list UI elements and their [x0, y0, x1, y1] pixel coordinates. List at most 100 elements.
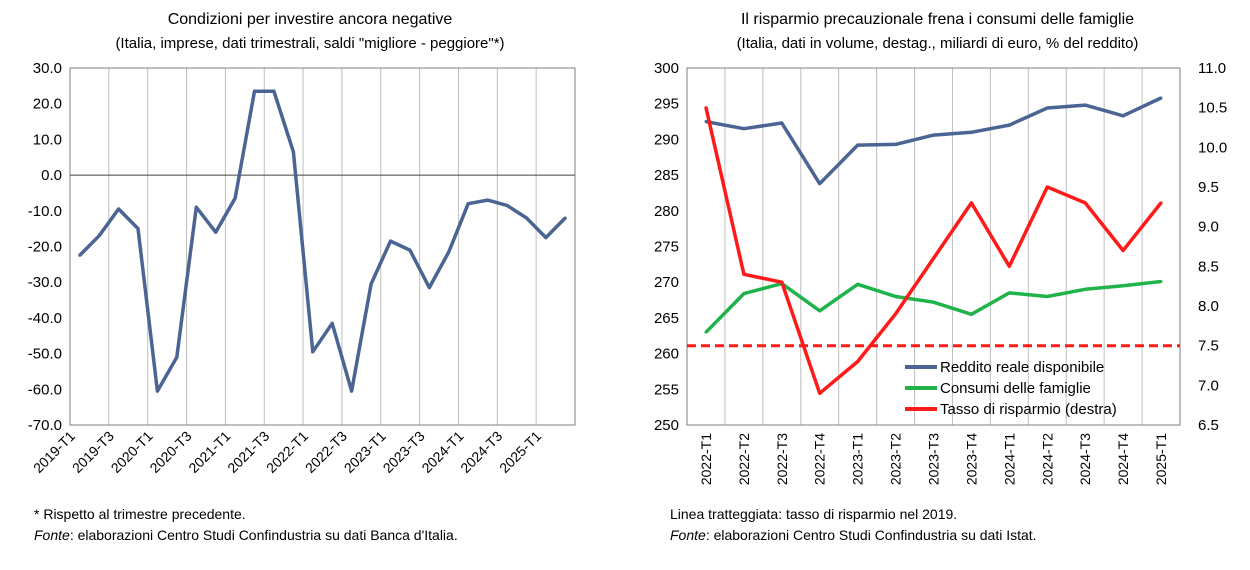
right-y-tick-label: 265 — [654, 310, 679, 327]
left-chart-title: Condizioni per investire ancora negative — [167, 11, 453, 28]
right-data-point-2 — [969, 201, 973, 205]
left-y-tick-label: -50.0 — [28, 346, 62, 363]
left-data-point — [233, 196, 237, 200]
left-x-tick-label: 2022-T3 — [302, 428, 350, 476]
right-data-point-0 — [969, 130, 973, 134]
right-data-point-0 — [780, 121, 784, 125]
left-source: Fonte: elaborazioni Centro Studi Confind… — [34, 527, 458, 543]
right-source-label: Fonte — [670, 527, 706, 543]
right-y-tick-label: 300 — [654, 60, 679, 77]
right-data-point-1 — [1121, 284, 1125, 288]
right-x-tick-label: 2024-T3 — [1077, 433, 1093, 485]
right-data-point-1 — [704, 330, 708, 334]
right-y-tick-label: 275 — [654, 239, 679, 256]
left-data-point — [253, 89, 257, 93]
right-data-point-1 — [1083, 287, 1087, 291]
right-data-point-0 — [856, 143, 860, 147]
right-x-tick-label: 2024-T1 — [1001, 433, 1017, 485]
left-y-tick-label: 20.0 — [33, 96, 62, 113]
right-y2-tick-label: 7.5 — [1198, 338, 1219, 355]
right-x-tick-label: 2022-T1 — [698, 433, 714, 485]
left-data-point — [524, 216, 528, 220]
right-series-line-1 — [704, 279, 1162, 334]
right-y-tick-label: 295 — [654, 96, 679, 113]
right-y2-tick-label: 8.0 — [1198, 298, 1219, 315]
right-x-tick-label: 2023-T1 — [850, 433, 866, 485]
left-y-tick-label: 30.0 — [33, 60, 62, 77]
right-note: Linea tratteggiata: tasso di risparmio n… — [670, 506, 958, 522]
right-y2-tick-label: 9.5 — [1198, 179, 1219, 196]
left-data-point — [427, 286, 431, 290]
left-x-tick-label: 2022-T1 — [263, 428, 311, 476]
right-x-tick-label: 2023-T4 — [963, 433, 979, 485]
right-chart-subtitle: (Italia, dati in volume, destag., miliar… — [736, 35, 1139, 52]
right-data-point-1 — [856, 282, 860, 286]
left-data-point — [272, 89, 276, 93]
right-data-point-2 — [1121, 248, 1125, 252]
left-source-label: Fonte — [34, 527, 70, 543]
left-data-point — [291, 150, 295, 154]
right-data-point-2 — [1007, 264, 1011, 268]
left-data-point — [447, 250, 451, 254]
right-data-point-0 — [742, 127, 746, 131]
right-y-tick-label: 270 — [654, 274, 679, 291]
left-x-tick-label: 2021-T1 — [185, 428, 233, 476]
right-y2-tick-label: 9.0 — [1198, 219, 1219, 236]
right-series-line-2 — [704, 107, 1163, 396]
left-data-point — [214, 230, 218, 234]
right-chart-title: Il risparmio precauzionale frena i consu… — [740, 11, 1135, 28]
right-data-point-0 — [1121, 114, 1125, 118]
left-source-text: : elaborazioni Centro Studi Confindustri… — [69, 527, 458, 543]
left-data-point — [78, 253, 82, 257]
right-data-point-0 — [818, 182, 822, 186]
right-data-point-0 — [1007, 123, 1011, 127]
left-data-point — [350, 389, 354, 393]
left-x-tick-label: 2019-T1 — [30, 428, 78, 476]
right-x-tick-label: 2025-T1 — [1153, 433, 1169, 485]
right-x-tick-label: 2023-T3 — [926, 433, 942, 485]
legend-label: Consumi delle famiglie — [940, 380, 1091, 397]
right-data-point-2 — [704, 106, 708, 110]
legend-label: Reddito reale disponibile — [940, 359, 1104, 376]
right-y-tick-label: 260 — [654, 346, 679, 363]
left-series-line — [78, 89, 567, 393]
right-data-point-2 — [894, 312, 898, 316]
right-data-point-2 — [780, 280, 784, 284]
right-plot-frame — [686, 67, 1181, 426]
right-y2-tick-label: 11.0 — [1198, 60, 1226, 77]
left-data-point — [175, 355, 179, 359]
right-chart-panel: Il risparmio precauzionale frena i consu… — [625, 0, 1250, 570]
right-x-tick-label: 2024-T4 — [1115, 433, 1131, 485]
right-y2-tick-label: 10.0 — [1198, 139, 1227, 156]
left-y-tick-label: -10.0 — [28, 203, 62, 220]
right-source: Fonte: elaborazioni Centro Studi Confind… — [670, 527, 1037, 543]
right-x-tick-label: 2022-T4 — [812, 433, 828, 485]
right-y-tick-label: 255 — [654, 381, 679, 398]
right-y-tick-label: 290 — [654, 131, 679, 148]
right-data-point-1 — [894, 294, 898, 298]
right-data-point-1 — [742, 292, 746, 296]
right-data-point-2 — [856, 360, 860, 364]
left-data-point — [117, 207, 121, 211]
left-data-point — [486, 198, 490, 202]
right-y2-tick-label: 7.0 — [1198, 377, 1219, 394]
left-x-tick-label: 2024-T3 — [457, 428, 505, 476]
legend-label: Tasso di risparmio (destra) — [940, 401, 1117, 418]
left-chart-plot: 30.0 20.0 10.0 0.0 -10.0 -20.0 -30.0 -40.0 -50.0… — [28, 60, 576, 476]
left-data-point — [563, 216, 567, 220]
right-y-tick-label: 250 — [654, 417, 679, 434]
right-data-point-1 — [969, 312, 973, 316]
right-data-point-2 — [1159, 201, 1163, 205]
left-data-point — [544, 236, 548, 240]
right-data-point-1 — [1007, 291, 1011, 295]
left-data-point — [155, 389, 159, 393]
right-data-point-2 — [932, 256, 935, 260]
left-x-tick-label: 2020-T3 — [146, 428, 194, 476]
left-y-tick-label: -40.0 — [28, 310, 62, 327]
left-data-point — [194, 205, 198, 209]
left-note: * Rispetto al trimestre precedente. — [34, 506, 246, 522]
left-y-tick-label: -60.0 — [28, 381, 62, 398]
left-chart-panel: Condizioni per investire ancora negative… — [0, 0, 620, 570]
right-data-point-1 — [1045, 294, 1049, 298]
left-x-tick-label: 2023-T1 — [341, 428, 389, 476]
